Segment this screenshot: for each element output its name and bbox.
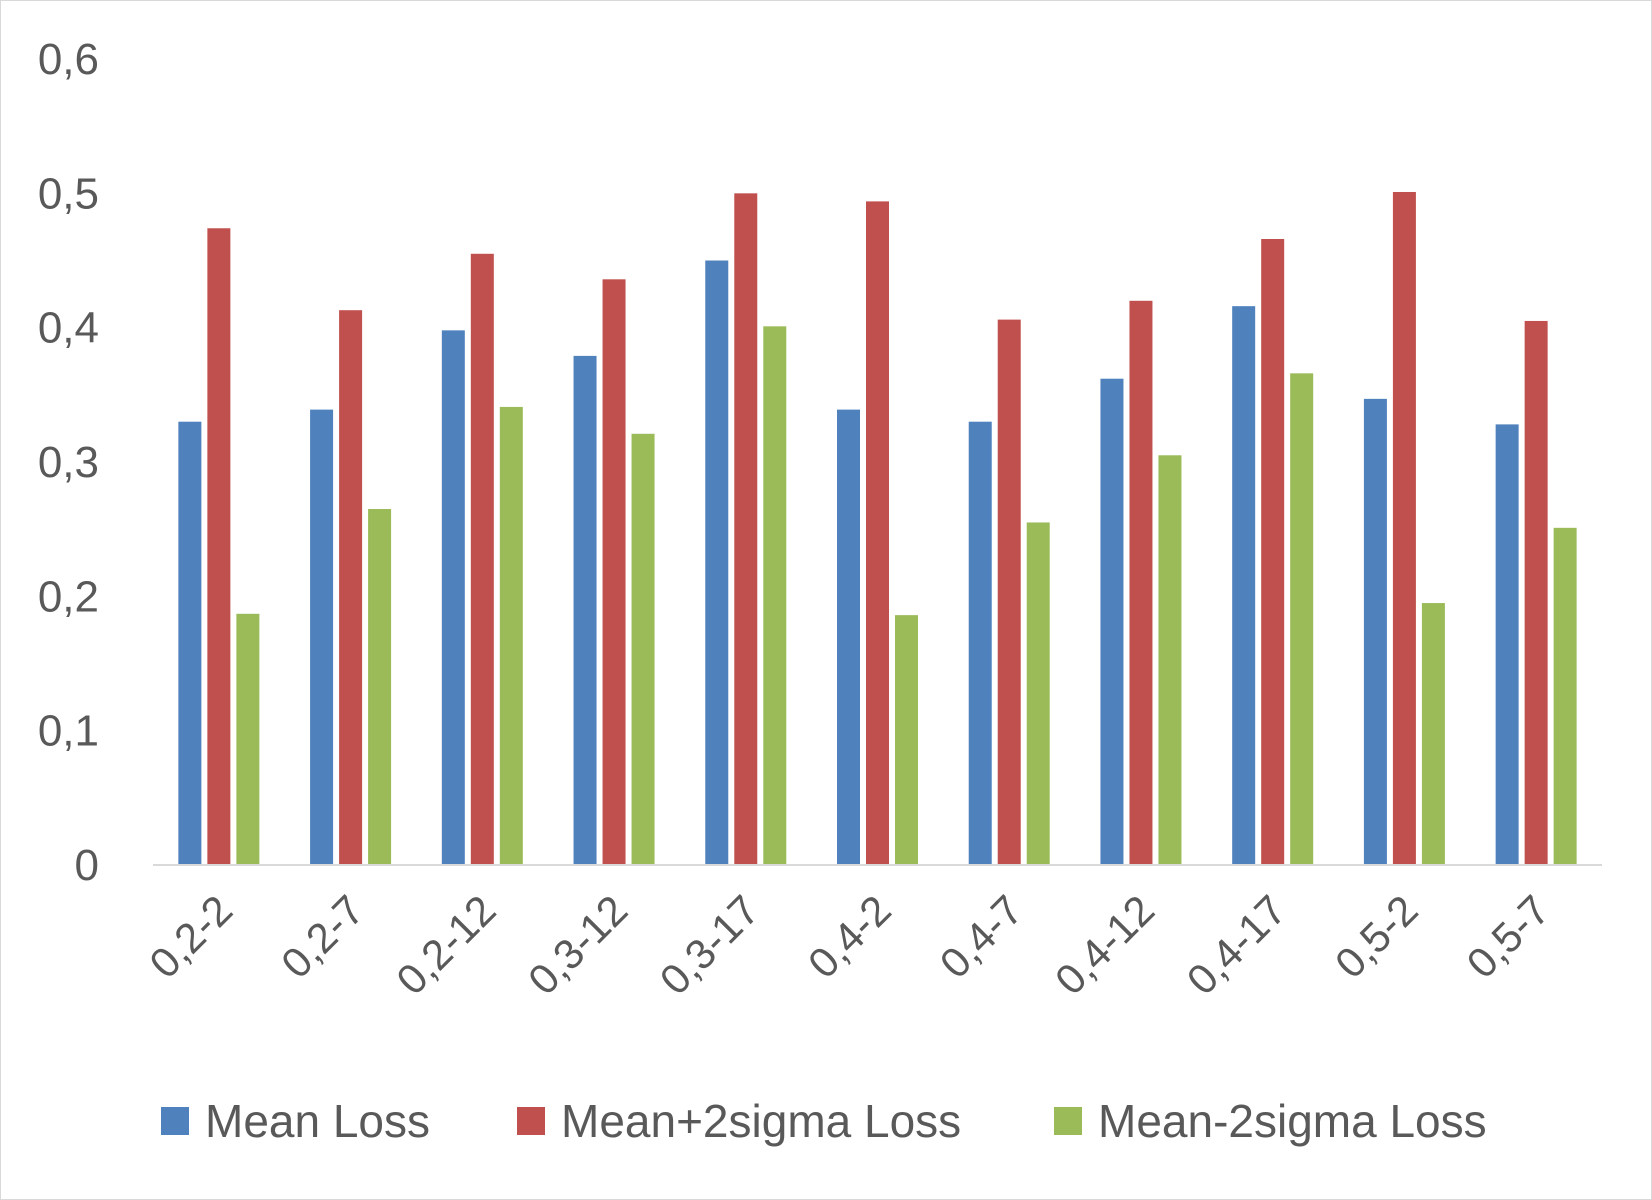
bar-mean-loss-7: [1100, 378, 1124, 865]
x-tick-label: 0,3-12: [519, 886, 636, 1003]
bar-mean-2sigma-loss-3: [602, 279, 626, 866]
bar-mean-loss-5: [837, 409, 860, 865]
legend-swatch: [1054, 1107, 1082, 1135]
bar-mean-loss-1: [310, 409, 334, 865]
legend-swatch: [517, 1107, 545, 1135]
bar-mean-2sigma-loss-2: [470, 253, 494, 866]
bar-mean-loss-4: [705, 260, 729, 865]
bar-mean-loss-0: [178, 421, 202, 865]
x-tick-label: 0,4-12: [1046, 886, 1163, 1003]
x-tick-label: 0,2-7: [272, 886, 373, 987]
bar-mean-loss-9: [1363, 398, 1387, 865]
bars: [178, 191, 1577, 866]
bar-mean-2sigma-loss-4: [763, 326, 787, 865]
legend-label: Mean+2sigma Loss: [561, 1095, 961, 1147]
legend-swatch: [161, 1107, 189, 1135]
legend-label: Mean-2sigma Loss: [1098, 1095, 1487, 1147]
bar-mean-2sigma-loss-0: [236, 613, 260, 865]
bar-mean-2sigma-loss-10: [1553, 527, 1577, 865]
bar-mean-2sigma-loss-6: [1026, 522, 1050, 865]
bar-mean-2sigma-loss-2: [499, 406, 523, 865]
legend: Mean Loss Mean+2sigma Loss Mean-2sigma Los…: [161, 1095, 1487, 1147]
y-tick-label: 0,4: [38, 304, 99, 353]
bar-mean-loss-6: [968, 421, 992, 865]
y-tick-label: 0,6: [38, 35, 99, 84]
y-tick-label: 0,2: [38, 572, 99, 621]
bar-mean-2sigma-loss-7: [1158, 455, 1182, 865]
x-tick-label: 0,2-2: [140, 886, 241, 987]
bar-mean-loss-3: [573, 355, 597, 865]
x-tick-label: 0,5-2: [1326, 886, 1427, 987]
bar-mean-loss-8: [1232, 306, 1256, 865]
bar-mean-2sigma-loss-8: [1261, 239, 1285, 866]
x-tick-label: 0,4-17: [1178, 886, 1295, 1003]
x-tick-label: 0,4-7: [931, 886, 1032, 987]
bar-mean-2sigma-loss-10: [1524, 320, 1548, 865]
bar-mean-2sigma-loss-5: [895, 615, 918, 865]
bar-mean-loss-2: [441, 330, 465, 865]
x-tick-label: 0,5-7: [1458, 886, 1559, 987]
y-tick-label: 0,1: [38, 707, 99, 756]
legend-label: Mean Loss: [205, 1095, 430, 1147]
y-tick-label: 0,5: [38, 169, 99, 218]
bar-mean-2sigma-loss-5: [866, 201, 889, 866]
bar-mean-2sigma-loss-4: [734, 193, 758, 866]
bar-mean-loss-10: [1495, 424, 1519, 865]
bar-mean-2sigma-loss-6: [997, 319, 1021, 865]
bar-mean-2sigma-loss-7: [1129, 300, 1153, 865]
x-tick-label: 0,3-17: [651, 886, 768, 1003]
y-tick-label: 0: [75, 841, 99, 890]
bar-mean-2sigma-loss-0: [207, 228, 231, 865]
x-tick-label: 0,2-12: [387, 886, 504, 1003]
y-axis-ticks: 0 0,1 0,2 0,3 0,4 0,5 0,6: [38, 35, 99, 890]
bar-mean-2sigma-loss-9: [1421, 603, 1445, 865]
y-tick-label: 0,3: [38, 438, 99, 487]
x-tick-label: 0,4-2: [799, 886, 900, 987]
bar-mean-2sigma-loss-3: [631, 433, 655, 865]
x-axis-ticks: 0,2-2 0,2-7 0,2-12 0,3-12 0,3-17 0,4-2 0,4-7 0,…: [140, 886, 1558, 1003]
bar-mean-2sigma-loss-8: [1290, 373, 1314, 865]
bar-mean-2sigma-loss-1: [339, 310, 363, 865]
bar-mean-2sigma-loss-9: [1392, 191, 1416, 866]
bar-mean-2sigma-loss-1: [368, 509, 392, 865]
